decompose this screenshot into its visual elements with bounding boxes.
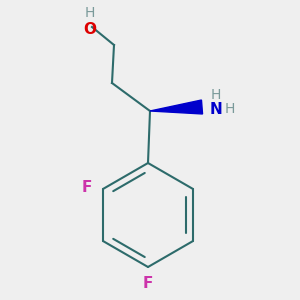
Text: H: H (211, 88, 221, 102)
Text: H: H (225, 102, 235, 116)
Text: N: N (210, 101, 222, 116)
Text: F: F (82, 179, 92, 194)
Polygon shape (150, 100, 202, 114)
Text: H: H (85, 6, 95, 20)
Text: F: F (143, 277, 153, 292)
Text: O: O (83, 22, 97, 37)
